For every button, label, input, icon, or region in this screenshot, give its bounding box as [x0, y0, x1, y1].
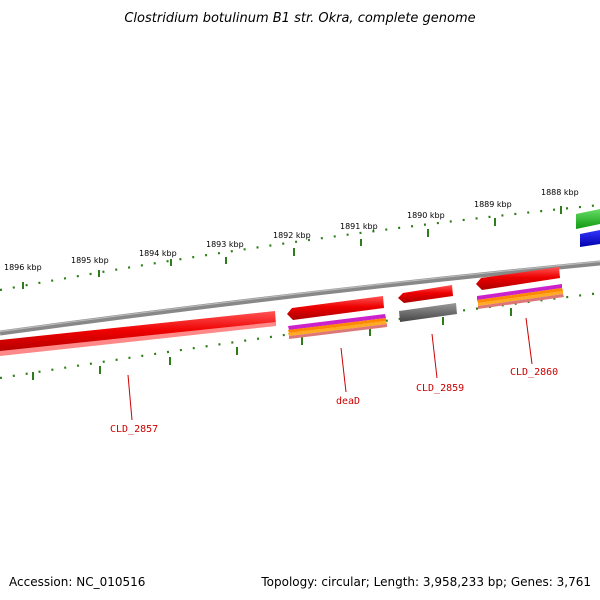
gene-cld-2859-gray [399, 303, 457, 322]
kbp-label: 1895 kbp [71, 256, 109, 265]
outer-tick-ring [0, 203, 600, 292]
accession-text: Accession: NC_010516 [9, 575, 145, 589]
kbp-label: 1891 kbp [340, 222, 378, 231]
kbp-major-ticks [22, 206, 562, 289]
gene-label-cld-2859: CLD_2859 [416, 383, 464, 394]
gene-label-cld-2860: CLD_2860 [510, 367, 558, 378]
blue-feature [580, 230, 600, 247]
kbp-label: 1893 kbp [206, 240, 244, 249]
kbp-label: 1892 kbp [273, 231, 311, 240]
green-feature [576, 209, 600, 229]
genome-backbone [0, 260, 600, 336]
gene-label-deaD: deaD [336, 396, 360, 407]
cld-2860-annotation-stripes [477, 284, 564, 309]
kbp-label: 1888 kbp [541, 188, 579, 197]
gene-cld-2859 [398, 285, 453, 303]
kbp-labels: 1896 kbp 1895 kbp 1894 kbp 1893 kbp 1892… [4, 188, 579, 272]
backbone-highlight [0, 260, 600, 333]
kbp-label: 1896 kbp [4, 263, 42, 272]
kbp-label: 1894 kbp [139, 249, 177, 258]
genome-summary-text: Topology: circular; Length: 3,958,233 bp… [260, 575, 591, 589]
gene-leader-lines [127, 317, 533, 421]
deaD-annotation-stripes [288, 314, 387, 339]
gene-cld-2860 [476, 267, 560, 290]
gene-cld-2857-shadow [0, 322, 276, 356]
map-title: Clostridium botulinum B1 str. Okra, comp… [124, 11, 475, 26]
inner-major-ticks [32, 308, 512, 380]
gene-label-cld-2857: CLD_2857 [110, 424, 158, 435]
gene-deaD [287, 296, 384, 320]
kbp-label: 1890 kbp [407, 211, 445, 220]
kbp-label: 1889 kbp [474, 200, 512, 209]
